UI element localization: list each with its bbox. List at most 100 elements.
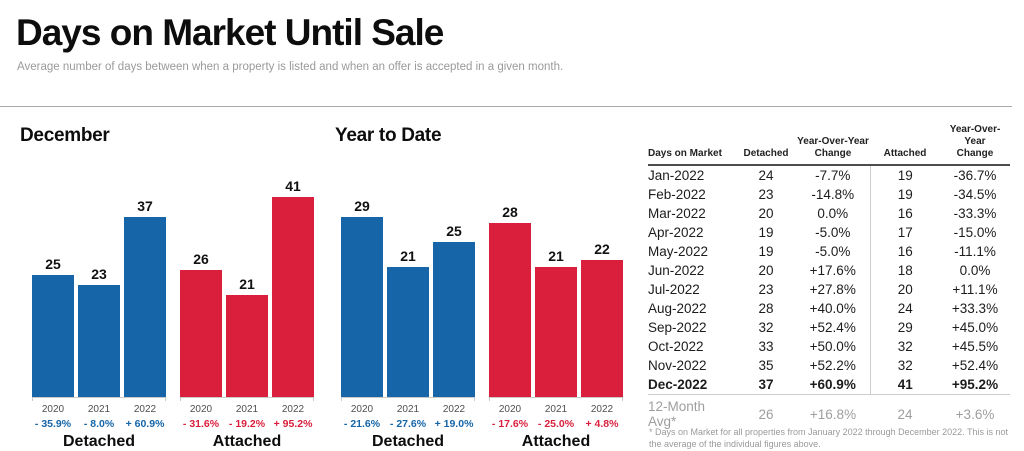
bar-attached-2020: 26 [180, 251, 222, 397]
table-cell: 23 [758, 282, 774, 297]
bar-slot: 22 [581, 217, 623, 397]
year-label: 2021 [544, 404, 568, 415]
bar-slot: 41 [272, 178, 314, 397]
bar-attached-2020: 28 [489, 204, 531, 397]
table-row: Nov-2022 35 +52.2% 32 +52.4% [648, 356, 1010, 375]
table-cell: Mar-2022 [648, 206, 706, 221]
bar-slot: 29 [341, 198, 383, 397]
bar-slot: 25 [32, 197, 74, 397]
table-row: Mar-2022 20 0.0% 16 -33.3% [648, 204, 1010, 223]
table-cell: 33 [758, 339, 774, 354]
table-cell: May-2022 [648, 244, 709, 259]
bars-detached: 25 23 37 [32, 197, 166, 397]
bar-slot: 21 [226, 197, 268, 397]
header-divider [0, 106, 1012, 107]
bar-attached-2022: 22 [581, 241, 623, 397]
page-subtitle: Average number of days between when a pr… [17, 61, 564, 73]
yoy-change-label: + 19.0% [434, 418, 474, 430]
bar-group-attached: 28 21 22 2020 2021 2022 - 17.6% - 25.0% + 4.8% At… [489, 204, 623, 450]
yoy-change-label: - 31.6% [182, 418, 220, 430]
chart-december-plot: 25 23 37 2020 2021 2022 - 35.9% - 8.0% + 60.9% De… [32, 178, 314, 450]
table-cell: 41 [869, 375, 940, 395]
table-cell: 0.0% [959, 263, 991, 278]
table-cell: -36.7% [953, 168, 997, 183]
table-cell: Jan-2022 [648, 168, 705, 183]
axis-bracket [489, 397, 623, 401]
table-row: Sep-2022 32 +52.4% 29 +45.0% [648, 318, 1010, 337]
table-row: May-2022 19 -5.0% 16 -11.1% [648, 242, 1010, 261]
year-label: 2021 [87, 404, 111, 415]
bar-slot: 21 [535, 217, 577, 397]
table-cell: +27.8% [809, 282, 856, 297]
year-labels: 2020 2021 2022 [341, 404, 475, 415]
table-cell: 19 [869, 185, 940, 204]
table-cell: 12-Month Avg* [648, 394, 736, 431]
table-cell: 32 [869, 337, 940, 356]
table-cell: Aug-2022 [648, 301, 707, 316]
bar-value-label: 28 [502, 204, 518, 221]
bar-value-label: 21 [400, 247, 416, 264]
bar-slot: 25 [433, 217, 475, 397]
group-label: Attached [212, 433, 282, 450]
axis-bracket [32, 397, 166, 401]
year-labels: 2020 2021 2022 [489, 404, 623, 415]
table-cell: +16.8% [796, 394, 870, 431]
bar-value-label: 41 [285, 178, 301, 194]
yoy-change-label: - 27.6% [389, 418, 427, 430]
bar-detached-2021: 23 [78, 266, 120, 397]
bars-attached: 26 21 41 [180, 178, 314, 397]
table-cell: 24 [870, 394, 940, 431]
yoy-change-label: - 17.6% [491, 418, 529, 430]
table-cell: Apr-2022 [648, 225, 704, 240]
bar-detached-2022: 37 [124, 198, 166, 397]
bar-slot: 37 [124, 197, 166, 397]
column-header-1: Detached [736, 124, 796, 166]
bar-value-label: 37 [137, 197, 153, 214]
yoy-change-label: - 21.6% [343, 418, 381, 430]
bar-value-label: 29 [354, 198, 370, 214]
year-label: 2020 [189, 404, 213, 415]
bar-slot: 28 [489, 204, 531, 397]
axis-bracket [180, 397, 314, 401]
yoy-change-labels: - 31.6% - 19.2% + 95.2% [180, 418, 314, 430]
table-cell: Oct-2022 [648, 339, 704, 354]
table-cell: 16 [869, 242, 940, 261]
table-cell: 24 [758, 168, 774, 183]
table-cell: -7.7% [815, 168, 851, 183]
bar-value-label: 25 [446, 222, 462, 239]
days-on-market-table-section: Days on Market Detached Year-Over-Year Cha… [648, 124, 1010, 449]
bar-value-label: 22 [594, 241, 610, 258]
table-row: Aug-2022 28 +40.0% 24 +33.3% [648, 299, 1010, 318]
table-cell: Feb-2022 [648, 187, 706, 202]
table-cell: -5.0% [815, 244, 851, 259]
table-cell: 37 [758, 377, 774, 392]
year-label: 2022 [281, 404, 305, 415]
table-cell: -34.5% [953, 187, 997, 202]
yoy-change-label: + 4.8% [585, 418, 619, 430]
year-label: 2020 [498, 404, 522, 415]
yoy-change-label: - 8.0% [83, 418, 115, 430]
year-label: 2020 [41, 404, 65, 415]
table-cell: +40.0% [809, 301, 856, 316]
bar-attached-2022: 41 [272, 178, 314, 397]
table-cell: +52.2% [809, 358, 856, 373]
chart-december: December 25 23 37 2020 2021 2022 - 35.9% - 8.0%… [20, 120, 325, 451]
table-cell: +60.9% [809, 377, 856, 392]
table-cell: 19 [758, 244, 774, 259]
table-cell: 32 [758, 320, 774, 335]
bar-attached-2021: 21 [226, 276, 268, 397]
table-cell: +11.1% [952, 282, 998, 297]
table-cell: 0.0% [817, 206, 849, 221]
table-cell: 23 [758, 187, 774, 202]
table-cell: 26 [736, 394, 796, 431]
table-cell: 19 [758, 225, 774, 240]
year-label: 2021 [235, 404, 259, 415]
bar-detached-2020: 25 [32, 256, 74, 397]
bar-attached-2021: 21 [535, 248, 577, 397]
year-label: 2020 [350, 404, 374, 415]
table-cell: 19 [869, 165, 940, 185]
bar-value-label: 25 [45, 256, 61, 273]
yoy-change-label: + 60.9% [125, 418, 165, 430]
bar-slot: 26 [180, 197, 222, 397]
table-row: Jul-2022 23 +27.8% 20 +11.1% [648, 280, 1010, 299]
